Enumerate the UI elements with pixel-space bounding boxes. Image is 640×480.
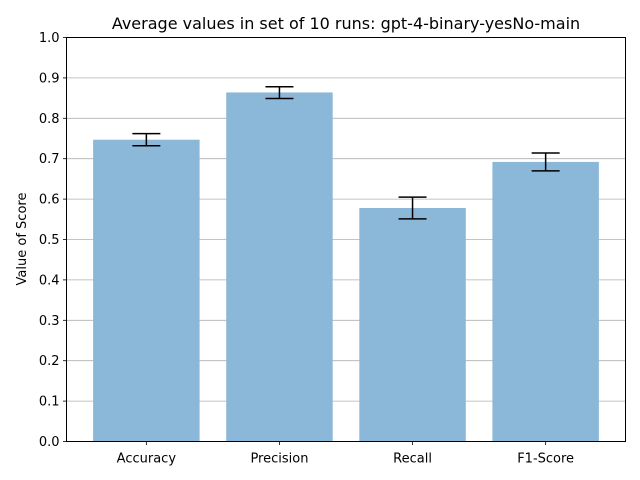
x-tick-label: Precision [250,452,308,467]
y-tick-label: 0.3 [39,314,60,329]
y-tick-label: 0.0 [39,435,60,450]
y-tick-label: 0.8 [39,112,60,127]
y-tick-label: 0.2 [39,354,60,369]
y-tick-label: 0.9 [39,71,60,86]
bar-accuracy [93,140,199,442]
y-tick-label: 0.1 [39,395,60,410]
bars [93,92,599,441]
x-axis-ticks: Accuracy Precision Recall F1-Score [117,442,574,467]
bar-precision [226,92,332,441]
y-tick-label: 0.5 [39,233,60,248]
y-tick-label: 1.0 [39,31,60,46]
x-tick-label: F1-Score [517,452,574,467]
y-tick-label: 0.7 [39,152,60,167]
bar-f1-score [492,162,598,442]
bar-recall [359,208,465,442]
y-tick-label: 0.6 [39,193,60,208]
y-axis-ticks: 0.0 0.1 0.2 0.3 0.4 0.5 0.6 0.7 0.8 0.9 1.0 [39,31,67,450]
x-tick-label: Accuracy [117,452,177,467]
chart-title: Average values in set of 10 runs: gpt-4-… [112,14,580,33]
y-tick-label: 0.4 [39,273,60,288]
y-axis-label: Value of Score [15,193,30,286]
x-tick-label: Recall [393,452,432,467]
